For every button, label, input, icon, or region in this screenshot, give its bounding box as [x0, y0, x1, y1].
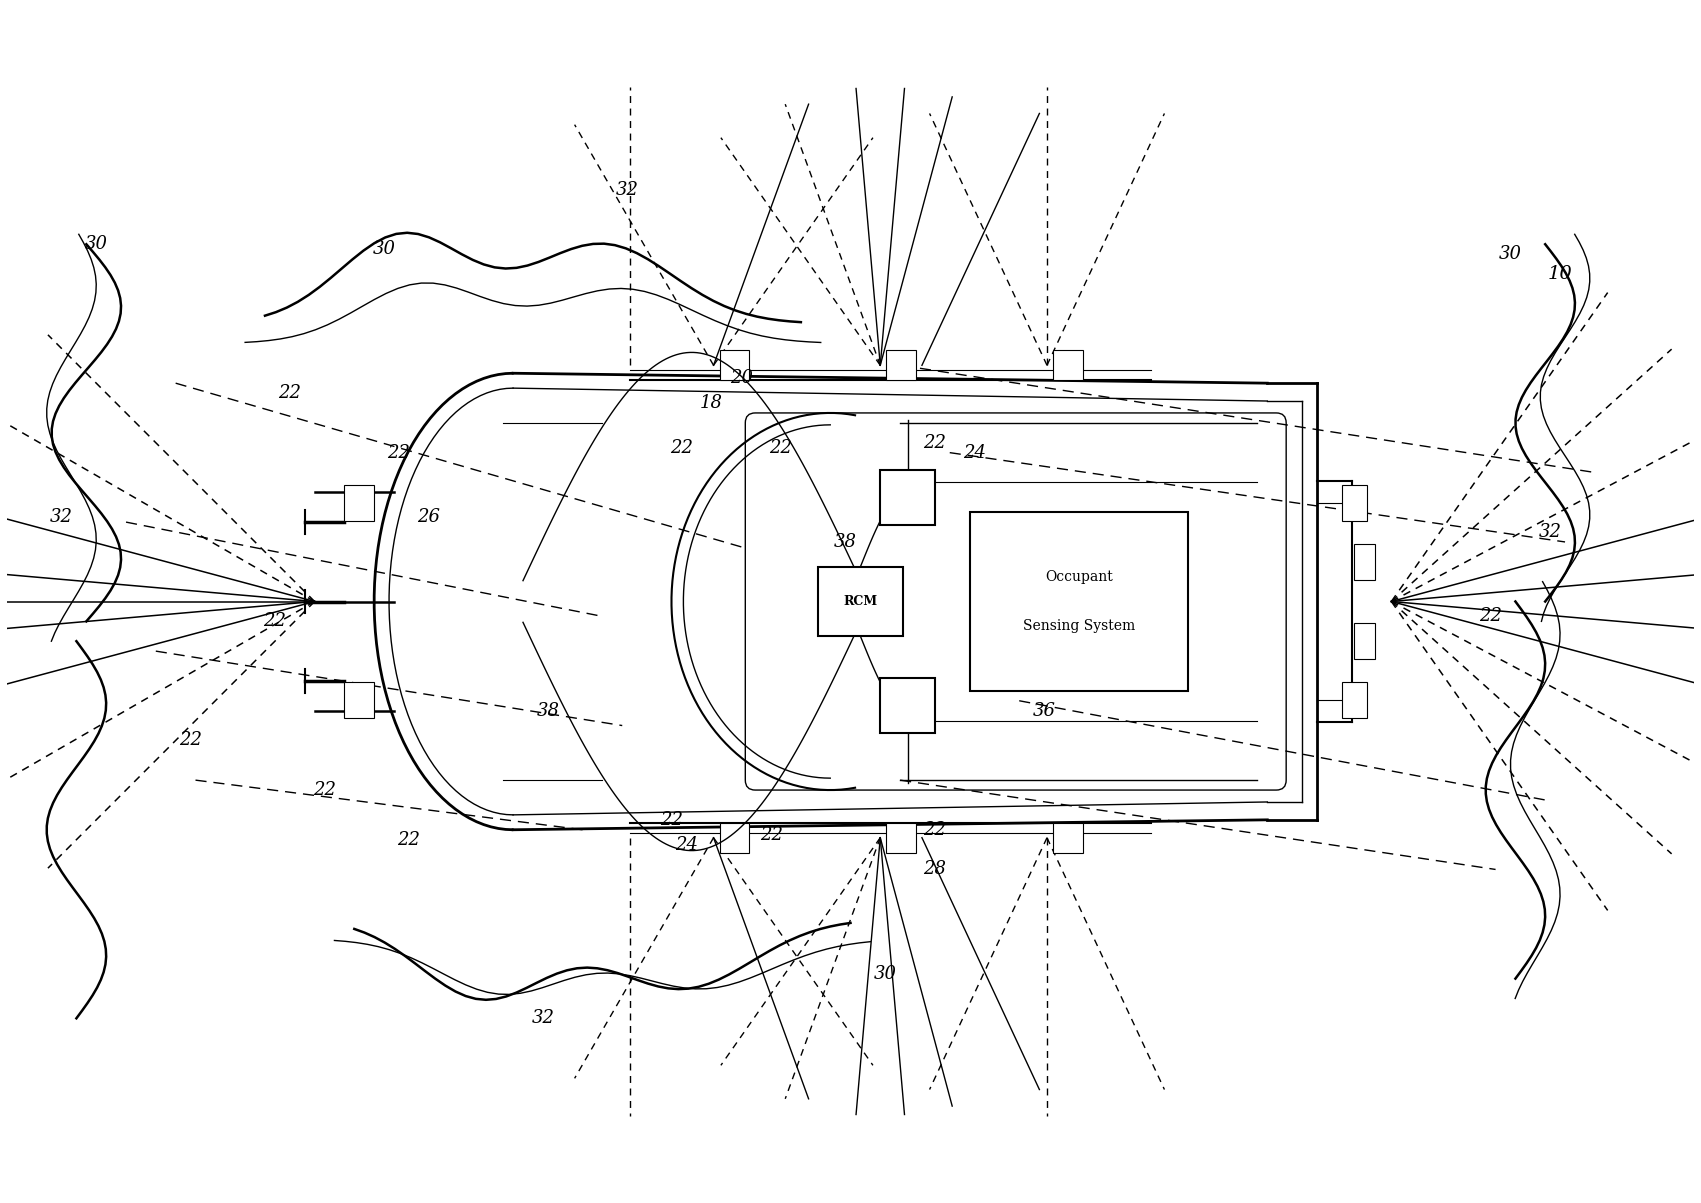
Text: 30: 30: [1499, 245, 1522, 263]
Bar: [881, 678, 936, 733]
Text: 22: 22: [924, 820, 946, 838]
Text: 22: 22: [660, 811, 684, 829]
Text: 20: 20: [730, 369, 754, 387]
Text: 22: 22: [924, 434, 946, 451]
Text: 38: 38: [833, 533, 857, 551]
Text: 18: 18: [701, 395, 723, 411]
Text: 30: 30: [373, 241, 396, 259]
Bar: [1342, 485, 1366, 521]
Text: 28: 28: [924, 860, 946, 878]
Text: 22: 22: [388, 444, 410, 462]
Bar: [344, 682, 374, 718]
Bar: [886, 823, 917, 853]
Bar: [720, 823, 748, 853]
Bar: [1342, 682, 1366, 718]
Text: 38: 38: [536, 701, 560, 719]
Text: 26: 26: [417, 508, 441, 526]
Text: 22: 22: [398, 831, 420, 848]
Text: 32: 32: [531, 1009, 555, 1027]
Text: Sensing System: Sensing System: [1022, 620, 1135, 633]
Text: 22: 22: [760, 825, 782, 843]
Text: 24: 24: [963, 444, 987, 462]
Text: 22: 22: [313, 781, 337, 799]
Bar: [344, 485, 374, 521]
Bar: [881, 470, 936, 525]
Text: Occupant: Occupant: [1044, 570, 1112, 583]
Bar: [970, 512, 1187, 691]
Bar: [720, 350, 748, 380]
Bar: [818, 567, 903, 636]
Text: 30: 30: [874, 965, 896, 983]
Bar: [1354, 623, 1376, 659]
Text: 10: 10: [1548, 265, 1572, 283]
Text: 24: 24: [675, 836, 697, 854]
Bar: [1053, 350, 1084, 380]
Text: 22: 22: [264, 612, 286, 630]
Text: RCM: RCM: [844, 595, 878, 608]
Text: 30: 30: [85, 236, 107, 253]
Bar: [1354, 544, 1376, 580]
Text: 22: 22: [769, 439, 793, 457]
Bar: [886, 350, 917, 380]
Text: 32: 32: [49, 508, 73, 526]
Text: 32: 32: [1539, 523, 1562, 541]
Text: 22: 22: [1480, 608, 1502, 626]
Text: 36: 36: [1033, 701, 1056, 719]
Text: 22: 22: [279, 384, 301, 402]
Text: 32: 32: [616, 180, 638, 198]
Text: 22: 22: [670, 439, 694, 457]
Text: 22: 22: [179, 731, 202, 749]
Bar: [1053, 823, 1084, 853]
